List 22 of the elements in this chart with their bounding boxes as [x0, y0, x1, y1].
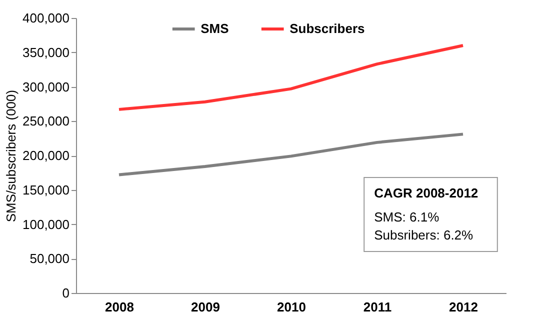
y-tick-label: 100,000: [22, 216, 70, 232]
y-tick-label: 300,000: [22, 79, 70, 94]
y-axis-title: SMS/subscribers (000): [4, 90, 19, 222]
legend-label: Subscribers: [290, 21, 365, 36]
y-tick-label: 0: [62, 286, 70, 300]
y-tick-label: 50,000: [30, 251, 70, 266]
x-tick-label: 2012: [449, 300, 478, 314]
x-tick-label: 2010: [277, 300, 306, 314]
line-series: [118, 132, 464, 176]
line-series: [118, 44, 464, 111]
y-tick-label: 250,000: [22, 114, 70, 129]
x-tick-label: 2008: [105, 300, 134, 314]
x-tick-label: 2011: [363, 300, 392, 314]
y-tick-label: 200,000: [22, 148, 70, 163]
annotation: SMS: 6.1%: [374, 210, 440, 224]
y-tick-label: 400,000: [22, 10, 70, 26]
y-tick-label: 350,000: [22, 44, 70, 60]
legend-label: SMS: [200, 21, 230, 36]
annotation: CAGR 2008-2012: [374, 186, 478, 200]
x-tick-label: 2009: [191, 300, 220, 314]
annotation: Subsribers: 6.2%: [374, 228, 474, 242]
y-tick-label: 150,000: [22, 182, 70, 198]
